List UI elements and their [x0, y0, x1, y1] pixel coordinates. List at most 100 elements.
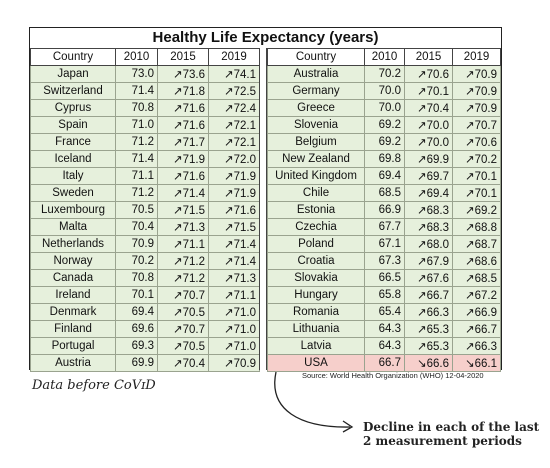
- value-2015-cell: ↗71.4: [157, 184, 209, 202]
- value-2015-cell: ↗71.8: [157, 82, 209, 100]
- country-cell: Malta: [30, 218, 116, 236]
- value-2019-cell: ↗67.2: [452, 286, 501, 304]
- value-2015-cell: ↗66.3: [404, 303, 453, 321]
- table-row: Romania 65.4 ↗66.3 ↗66.9: [267, 303, 501, 321]
- header-country: Country: [267, 48, 365, 66]
- table-row: Slovenia 69.2 ↗70.0 ↗70.7: [267, 116, 501, 134]
- table-row: Latvia 64.3 ↗65.3 ↗66.3: [267, 337, 501, 355]
- country-cell: Greece: [267, 99, 365, 117]
- header-2019: 2019: [452, 48, 501, 66]
- value-2015-cell: ↗68.3: [404, 218, 453, 236]
- value-2015-cell: ↗69.9: [404, 150, 453, 168]
- value-2019-cell: ↗72.1: [208, 133, 260, 151]
- table-row: Germany 70.0 ↗70.1 ↗70.9: [267, 82, 501, 100]
- value-2015-cell: ↗70.5: [157, 303, 209, 321]
- table-row: Canada 70.8 ↗71.2 ↗71.3: [30, 269, 260, 287]
- value-2015-cell: ↗71.2: [157, 252, 209, 270]
- value-2010-cell: 70.5: [115, 201, 158, 219]
- value-2010-cell: 70.8: [115, 99, 158, 117]
- table-row: Lithuania 64.3 ↗65.3 ↗66.7: [267, 320, 501, 338]
- value-2015-cell: ↗67.6: [404, 269, 453, 287]
- header-2010: 2010: [364, 48, 405, 66]
- value-2019-cell: ↗66.3: [452, 337, 501, 355]
- arrow-head: [342, 420, 354, 433]
- value-2015-cell: ↗73.6: [157, 65, 209, 83]
- table-row: Greece 70.0 ↗70.4 ↗70.9: [267, 99, 501, 117]
- value-2010-cell: 70.0: [364, 82, 405, 100]
- value-2015-cell: ↗69.7: [404, 167, 453, 185]
- value-2019-cell: ↗70.9: [452, 99, 501, 117]
- country-cell: Chile: [267, 184, 365, 202]
- table-right: Country 2010 2015 2019 Australia 70.2 ↗70.…: [267, 48, 501, 372]
- value-2010-cell: 71.0: [115, 116, 158, 134]
- value-2019-cell: ↗71.9: [208, 184, 260, 202]
- value-2010-cell: 69.2: [364, 116, 405, 134]
- value-2015-cell: ↗70.1: [404, 82, 453, 100]
- table-row: Japan 73.0 ↗73.6 ↗74.1: [30, 65, 260, 83]
- value-2015-cell: ↗70.7: [157, 320, 209, 338]
- country-cell: Hungary: [267, 286, 365, 304]
- value-2010-cell: 70.9: [115, 235, 158, 253]
- country-cell: Japan: [30, 65, 116, 83]
- header-row: Country 2010 2015 2019: [267, 48, 501, 66]
- value-2019-cell: ↗70.9: [452, 82, 501, 100]
- chart-title: Healthy Life Expectancy (years): [152, 29, 379, 46]
- value-2019-cell: ↗71.4: [208, 252, 260, 270]
- country-cell: Switzerland: [30, 82, 116, 100]
- value-2019-cell: ↗72.1: [208, 116, 260, 134]
- value-2010-cell: 71.2: [115, 184, 158, 202]
- value-2019-cell: ↗71.4: [208, 235, 260, 253]
- decline-note-line2: 2 measurement periods: [363, 434, 522, 448]
- country-cell: Germany: [267, 82, 365, 100]
- country-cell: Australia: [267, 65, 365, 83]
- value-2019-cell: ↗70.9: [452, 65, 501, 83]
- value-2010-cell: 70.0: [364, 99, 405, 117]
- table-row: Switzerland 71.4 ↗71.8 ↗72.5: [30, 82, 260, 100]
- arrow-curve: [274, 371, 351, 428]
- country-cell: Belgium: [267, 133, 365, 151]
- table-row: Sweden 71.2 ↗71.4 ↗71.9: [30, 184, 260, 202]
- header-2019: 2019: [208, 48, 260, 66]
- value-2019-cell: ↗70.7: [452, 116, 501, 134]
- value-2019-cell: ↗68.7: [452, 235, 501, 253]
- value-2015-cell: ↗65.3: [404, 337, 453, 355]
- value-2019-cell: ↗72.5: [208, 82, 260, 100]
- country-cell: Luxembourg: [30, 201, 116, 219]
- country-cell: France: [30, 133, 116, 151]
- value-2010-cell: 69.2: [364, 133, 405, 151]
- table-row: Belgium 69.2 ↗70.0 ↗70.6: [267, 133, 501, 151]
- value-2010-cell: 67.1: [364, 235, 405, 253]
- table-row: United Kingdom 69.4 ↗69.7 ↗70.1: [267, 167, 501, 185]
- value-2010-cell: 70.2: [364, 65, 405, 83]
- value-2019-cell: ↗70.6: [452, 133, 501, 151]
- value-2010-cell: 65.8: [364, 286, 405, 304]
- country-cell: Sweden: [30, 184, 116, 202]
- country-cell: United Kingdom: [267, 167, 365, 185]
- value-2019-cell: ↗66.9: [452, 303, 501, 321]
- header-2015: 2015: [157, 48, 209, 66]
- table-row: Hungary 65.8 ↗66.7 ↗67.2: [267, 286, 501, 304]
- header-row: Country 2010 2015 2019: [30, 48, 260, 66]
- covid-note: Data before CoVɪD: [32, 378, 156, 393]
- value-2019-cell: ↗70.2: [452, 150, 501, 168]
- value-2019-cell: ↗68.5: [452, 269, 501, 287]
- value-2019-cell: ↗70.1: [452, 184, 501, 202]
- table-divider: [259, 48, 267, 370]
- value-2015-cell: ↗70.4: [157, 354, 209, 372]
- country-cell: Latvia: [267, 337, 365, 355]
- value-2010-cell: 69.3: [115, 337, 158, 355]
- country-cell: USA: [267, 354, 365, 372]
- country-cell: New Zealand: [267, 150, 365, 168]
- value-2019-cell: ↘66.1: [452, 354, 501, 372]
- value-2010-cell: 71.4: [115, 82, 158, 100]
- value-2019-cell: ↗71.6: [208, 201, 260, 219]
- country-cell: Ireland: [30, 286, 116, 304]
- value-2015-cell: ↗71.2: [157, 269, 209, 287]
- table-row: Croatia 67.3 ↗67.9 ↗68.6: [267, 252, 501, 270]
- value-2019-cell: ↗71.0: [208, 337, 260, 355]
- decline-note: Decline in each of the last 2 measuremen…: [363, 420, 539, 448]
- value-2010-cell: 66.5: [364, 269, 405, 287]
- country-cell: Romania: [267, 303, 365, 321]
- value-2015-cell: ↗71.6: [157, 167, 209, 185]
